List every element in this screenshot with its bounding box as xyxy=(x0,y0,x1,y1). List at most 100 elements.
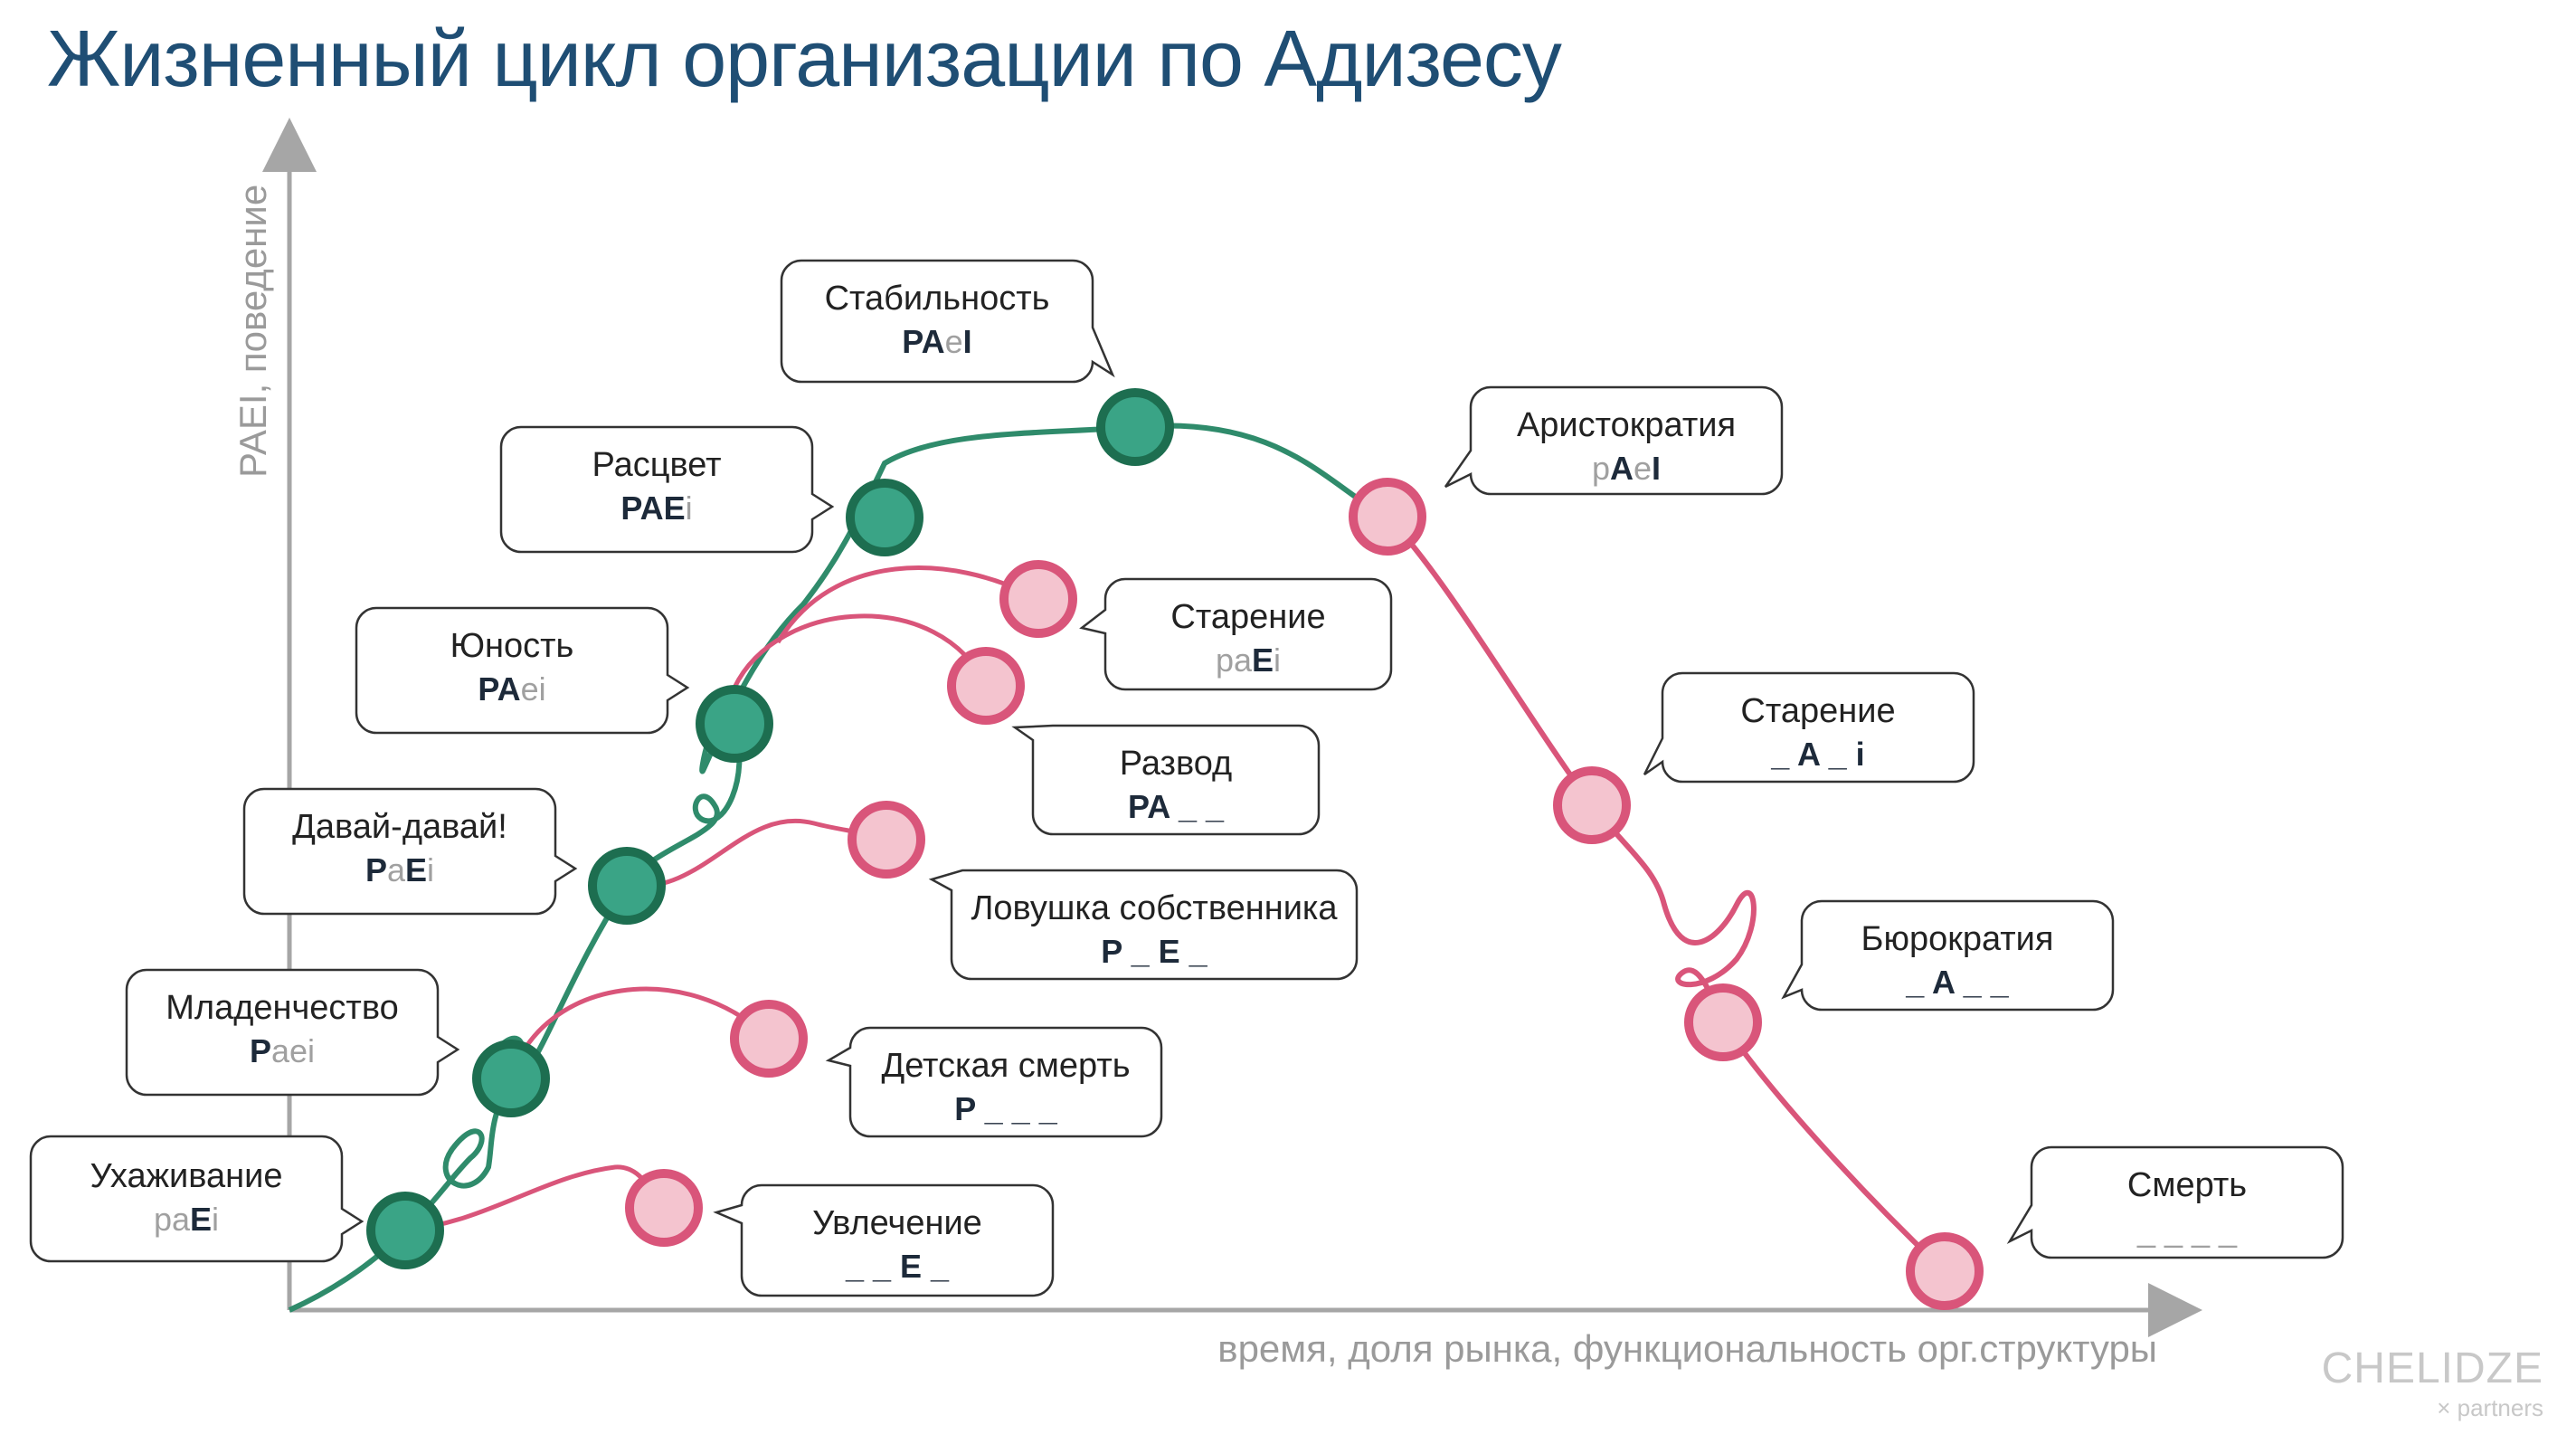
bubble-go-go xyxy=(242,787,578,916)
stage-name-infancy: Младенчество xyxy=(166,989,398,1027)
failure-name-infant-death: Детская смерть xyxy=(881,1047,1130,1085)
stage-code-stability: PAeI xyxy=(902,323,971,360)
node-death xyxy=(1906,1232,1984,1310)
code-segment: i xyxy=(212,1201,219,1238)
code-segment: PA xyxy=(478,670,520,708)
code-segment: e xyxy=(1634,450,1652,487)
node-aristocracy xyxy=(1349,478,1426,556)
code-segment: PA _ _ xyxy=(1128,788,1225,825)
node-early-aging xyxy=(999,560,1077,638)
stage-code-late-aging: _ A _ i xyxy=(1770,736,1864,773)
code-segment: e xyxy=(945,323,963,360)
stage-code-death: _ _ _ _ xyxy=(2136,1211,2238,1249)
code-segment: PAE xyxy=(620,489,685,527)
decline-curve xyxy=(1385,514,1947,1274)
code-segment: aei xyxy=(271,1032,315,1069)
code-segment: E xyxy=(405,851,427,888)
logo-subtitle: × partners xyxy=(2437,1394,2543,1421)
bubble-stability xyxy=(780,259,1115,384)
node-infancy xyxy=(472,1040,550,1117)
node-courtship xyxy=(366,1192,444,1269)
code-segment: pa xyxy=(1216,641,1253,679)
code-segment: _ _ E _ xyxy=(845,1248,950,1285)
bubble-infant-death xyxy=(825,1026,1163,1138)
node-infant-death xyxy=(730,1000,808,1078)
code-segment: E xyxy=(190,1201,212,1238)
bubble-uvlechenie xyxy=(713,1183,1055,1297)
node-uvlechenie xyxy=(625,1169,703,1247)
branch-aging xyxy=(775,565,1040,644)
code-segment: a xyxy=(387,851,406,888)
bubble-courtship xyxy=(29,1135,365,1263)
stage-name-courtship: Ухаживание xyxy=(90,1157,282,1195)
failure-code-uvlechenie: _ _ E _ xyxy=(845,1248,950,1285)
code-segment: I xyxy=(963,323,972,360)
code-segment: i xyxy=(427,851,434,888)
growth-curve xyxy=(288,423,1389,1313)
code-segment: P xyxy=(365,851,387,888)
branch-infant-death xyxy=(508,986,771,1079)
stage-name-prime: Расцвет xyxy=(592,446,721,484)
failure-name-founder-trap: Ловушка собственника xyxy=(971,889,1338,927)
code-segment: i xyxy=(1274,641,1281,679)
bubble-early-aging xyxy=(1079,577,1393,691)
code-segment: P _ _ _ xyxy=(954,1090,1057,1127)
failure-name-divorce: Развод xyxy=(1120,745,1232,783)
code-segment: pa xyxy=(154,1201,191,1238)
node-bureaucracy xyxy=(1684,983,1762,1061)
bubble-founder-trap xyxy=(928,869,1359,981)
bubbles xyxy=(29,259,2344,1297)
code-segment: _ _ _ _ xyxy=(2136,1211,2238,1249)
bubble-death xyxy=(2006,1145,2344,1259)
code-segment: p xyxy=(1592,450,1610,487)
code-segment: A xyxy=(1610,450,1634,487)
failure-code-divorce: PA _ _ xyxy=(1128,788,1225,825)
node-go-go xyxy=(588,847,666,925)
code-segment: _ A _ i xyxy=(1770,736,1864,773)
y-axis-label: PAEI, поведение xyxy=(232,185,274,478)
node-adolescence xyxy=(696,685,773,763)
failure-code-infant-death: P _ _ _ xyxy=(954,1090,1057,1127)
node-divorce xyxy=(947,647,1025,725)
stage-name-stability: Стабильность xyxy=(825,280,1050,318)
stage-name-go-go: Давай-давай! xyxy=(292,808,507,846)
node-prime xyxy=(846,479,923,556)
branch-divorce xyxy=(732,613,989,689)
stage-name-late-aging: Старение xyxy=(1740,692,1895,730)
branch-uvlechenie xyxy=(404,1164,666,1233)
bubble-prime xyxy=(499,425,835,554)
code-segment: E xyxy=(1252,641,1274,679)
code-segment: ei xyxy=(521,670,546,708)
code-segment: P _ E _ xyxy=(1101,933,1208,970)
code-segment: _ A _ _ xyxy=(1905,964,2009,1001)
failure-name-uvlechenie: Увлечение xyxy=(812,1204,982,1242)
bubble-adolescence xyxy=(355,606,690,735)
stage-name-adolescence: Юность xyxy=(450,627,574,665)
stage-name-bureaucracy: Бюрократия xyxy=(1861,920,2054,958)
node-late-aging xyxy=(1553,766,1631,844)
bubble-late-aging xyxy=(1643,671,1975,784)
stage-code-infancy: Paei xyxy=(250,1032,315,1069)
growth-nodes xyxy=(366,388,1174,1269)
code-segment: I xyxy=(1652,450,1661,487)
stage-name-aristocracy: Аристократия xyxy=(1517,406,1736,444)
stage-code-aristocracy: pAeI xyxy=(1592,450,1661,487)
decline-nodes xyxy=(625,478,1984,1310)
bubble-infancy xyxy=(125,968,460,1097)
bubble-aristocracy xyxy=(1444,385,1784,496)
failure-name-early-aging: Старение xyxy=(1170,598,1325,636)
failure-code-founder-trap: P _ E _ xyxy=(1101,933,1208,970)
code-segment: i xyxy=(686,489,693,527)
failure-code-early-aging: paEi xyxy=(1216,641,1281,679)
stage-name-death: Смерть xyxy=(2127,1166,2247,1204)
code-segment: PA xyxy=(902,323,944,360)
bubble-divorce xyxy=(1011,724,1321,836)
bubble-bureaucracy xyxy=(1781,899,2115,1012)
stage-code-go-go: PaEi xyxy=(365,851,434,888)
logo: CHELIDZE xyxy=(2321,1344,2543,1392)
code-segment: P xyxy=(250,1032,271,1069)
page-title: Жизненный цикл организации по Адизесу xyxy=(47,14,1562,103)
stage-code-prime: PAEi xyxy=(620,489,692,527)
stage-code-adolescence: PAei xyxy=(478,670,545,708)
